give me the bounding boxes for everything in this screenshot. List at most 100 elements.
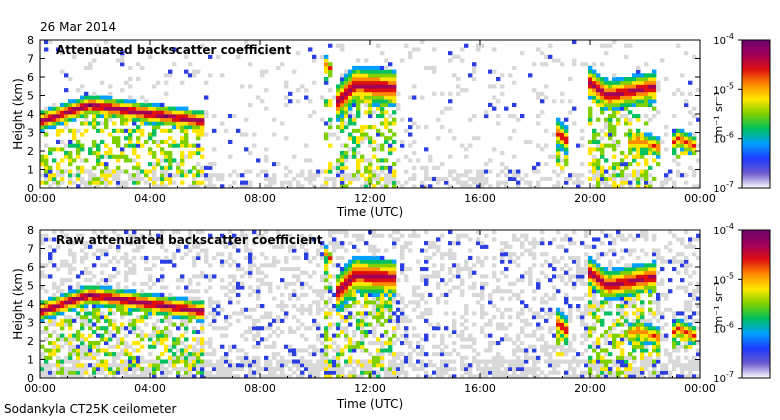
heatmap-cell	[100, 128, 105, 133]
heatmap-cell	[456, 54, 461, 59]
heatmap-cell	[628, 274, 633, 279]
heatmap-cell	[520, 233, 525, 238]
heatmap-cell	[492, 304, 497, 309]
heatmap-cell	[392, 352, 397, 357]
heatmap-cell	[184, 311, 189, 316]
heatmap-cell	[600, 110, 605, 115]
heatmap-cell	[640, 136, 645, 141]
heatmap-cell	[632, 300, 637, 305]
heatmap-cell	[376, 99, 381, 104]
heatmap-cell	[160, 366, 165, 371]
heatmap-cell	[352, 173, 357, 178]
heatmap-cell	[520, 244, 525, 249]
heatmap-cell	[616, 88, 621, 93]
heatmap-cell	[504, 370, 509, 375]
heatmap-cell	[400, 307, 405, 312]
heatmap-cell	[40, 274, 45, 279]
heatmap-cell	[632, 278, 637, 283]
y-tick-label: 7	[27, 53, 34, 66]
heatmap-cell	[124, 374, 129, 379]
heatmap-cell	[620, 270, 625, 275]
heatmap-cell	[576, 296, 581, 301]
heatmap-cell	[128, 106, 133, 111]
heatmap-cell	[324, 363, 329, 368]
heatmap-cell	[412, 151, 417, 156]
heatmap-cell	[104, 143, 109, 148]
heatmap-cell	[164, 366, 169, 371]
heatmap-cell	[180, 180, 185, 185]
heatmap-cell	[636, 307, 641, 312]
heatmap-cell	[344, 151, 349, 156]
heatmap-cell	[204, 289, 209, 294]
heatmap-cell	[552, 274, 557, 279]
heatmap-cell	[64, 73, 69, 78]
heatmap-cell	[148, 162, 153, 167]
heatmap-cell	[236, 311, 241, 316]
heatmap-cell	[560, 307, 565, 312]
heatmap-cell	[656, 162, 661, 167]
heatmap-cell	[392, 73, 397, 78]
heatmap-cell	[96, 110, 101, 115]
heatmap-cell	[124, 259, 129, 264]
heatmap-cell	[108, 91, 113, 96]
heatmap-cell	[76, 128, 81, 133]
heatmap-cell	[596, 102, 601, 107]
heatmap-cell	[580, 322, 585, 327]
heatmap-cell	[432, 344, 437, 349]
heatmap-cell	[104, 341, 109, 346]
heatmap-cell	[488, 322, 493, 327]
heatmap-cell	[676, 132, 681, 137]
heatmap-cell	[180, 125, 185, 130]
heatmap-cell	[200, 315, 205, 320]
heatmap-cell	[320, 255, 325, 260]
heatmap-cell	[104, 315, 109, 320]
heatmap-cell	[128, 233, 133, 238]
heatmap-cell	[296, 348, 301, 353]
heatmap-cell	[576, 184, 581, 189]
heatmap-cell	[536, 143, 541, 148]
heatmap-cell	[204, 374, 209, 379]
heatmap-cell	[360, 84, 365, 89]
heatmap-cell	[460, 366, 465, 371]
heatmap-cell	[624, 337, 629, 342]
heatmap-cell	[132, 241, 137, 246]
heatmap-cell	[576, 315, 581, 320]
heatmap-cell	[44, 40, 49, 45]
heatmap-cell	[632, 281, 637, 286]
heatmap-cell	[180, 139, 185, 144]
heatmap-cell	[356, 114, 361, 119]
heatmap-cell	[324, 370, 329, 375]
heatmap-cell	[348, 348, 353, 353]
heatmap-cell	[376, 352, 381, 357]
heatmap-cell	[424, 363, 429, 368]
heatmap-cell	[632, 318, 637, 323]
heatmap-cell	[620, 114, 625, 119]
heatmap-cell	[104, 304, 109, 309]
heatmap-cell	[376, 180, 381, 185]
heatmap-cell	[172, 315, 177, 320]
heatmap-cell	[252, 143, 257, 148]
heatmap-cell	[120, 114, 125, 119]
heatmap-cell	[148, 315, 153, 320]
heatmap-cell	[208, 363, 213, 368]
heatmap-cell	[124, 292, 129, 297]
heatmap-cell	[520, 318, 525, 323]
heatmap-cell	[188, 278, 193, 283]
heatmap-cell	[532, 62, 537, 67]
heatmap-cell	[160, 285, 165, 290]
heatmap-cell	[368, 255, 373, 260]
heatmap-cell	[392, 285, 397, 290]
heatmap-cell	[612, 169, 617, 174]
heatmap-cell	[496, 99, 501, 104]
heatmap-cell	[344, 278, 349, 283]
heatmap-cell	[628, 337, 633, 342]
heatmap-cell	[520, 370, 525, 375]
heatmap-cell	[220, 121, 225, 126]
heatmap-cell	[588, 84, 593, 89]
heatmap-cell	[116, 304, 121, 309]
heatmap-cell	[72, 54, 77, 59]
heatmap-cell	[676, 173, 681, 178]
heatmap-cell	[80, 147, 85, 152]
heatmap-cell	[40, 370, 45, 375]
heatmap-cell	[80, 344, 85, 349]
